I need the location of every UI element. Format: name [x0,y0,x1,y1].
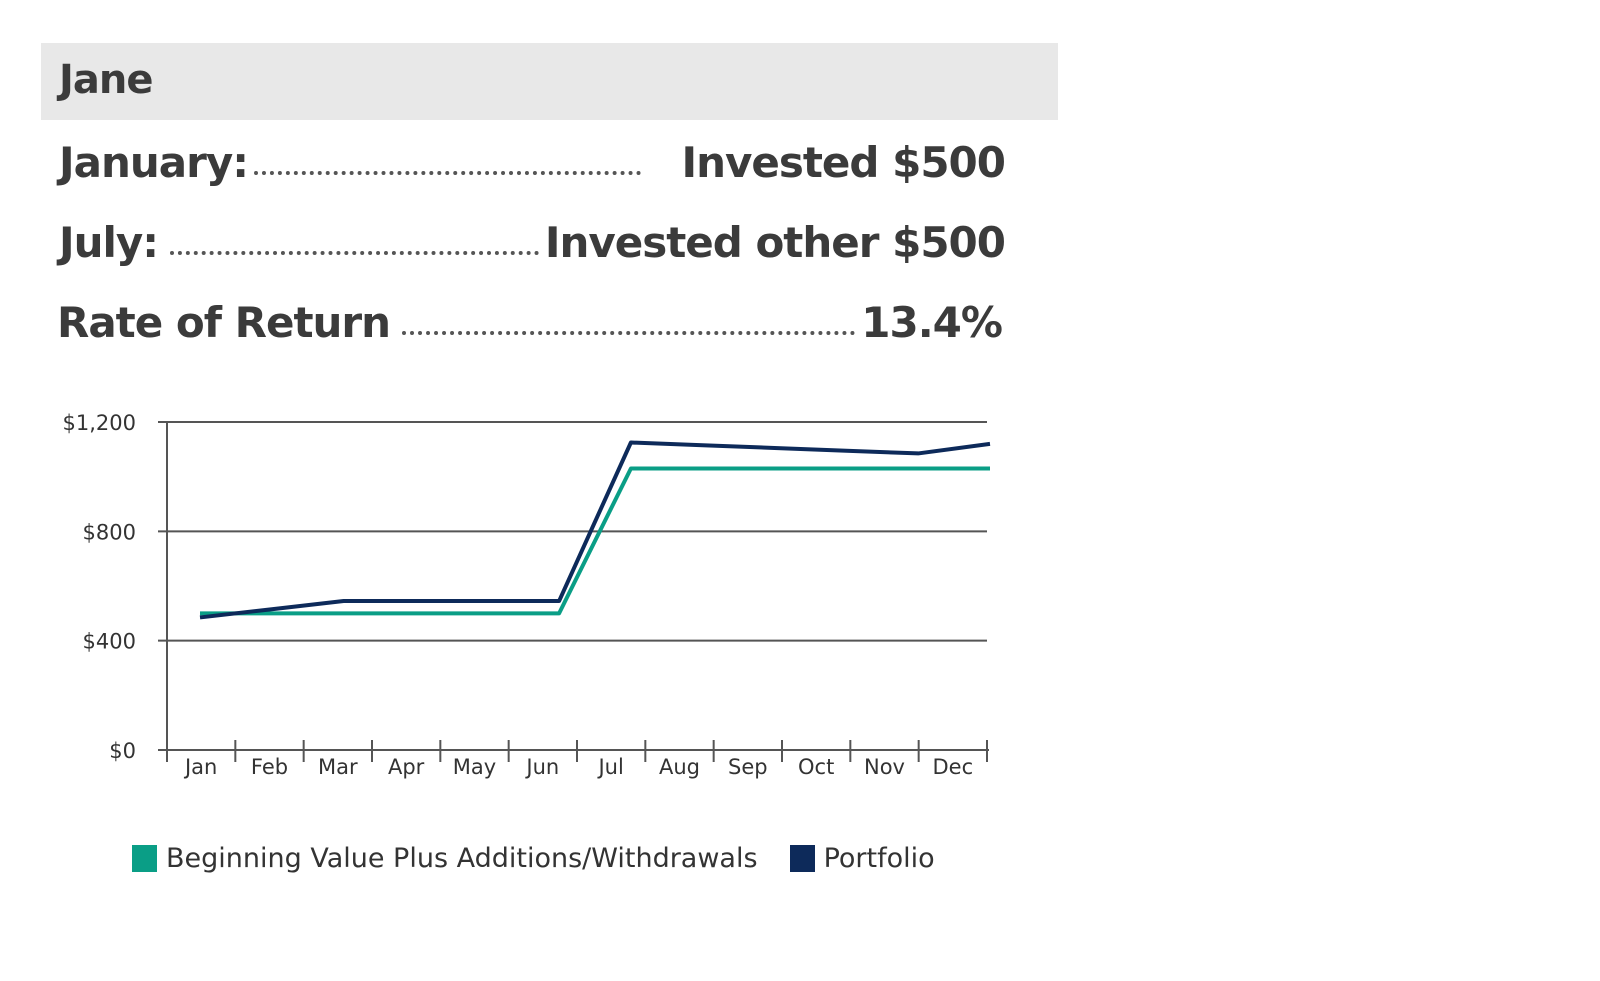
x-tick-label: Jul [596,755,623,779]
x-tick-label: Feb [251,755,288,779]
x-tick-label: Sep [728,755,768,779]
person-name: Jane [59,57,153,103]
x-tick-label: Mar [318,755,358,779]
x-tick-label: May [453,755,496,779]
dot-leader [402,331,856,335]
legend-swatch-green [132,845,157,872]
x-tick-label: Dec [933,755,974,779]
x-tick-label: Jan [183,755,217,779]
legend-label: Portfolio [823,843,935,874]
series-line-portfolio [199,440,991,620]
row-value: Invested other $500 [544,218,1006,267]
row-label: Rate of Return [57,298,391,347]
y-tick-label: $400 [83,630,136,654]
row-january: January: Invested $500 [59,138,1006,187]
series-line-beginning-value [200,466,990,616]
row-rate-of-return: Rate of Return 13.4% [57,298,1003,347]
y-tick-label: $800 [83,520,136,544]
legend: Beginning Value Plus Additions/Withdrawa… [132,843,935,874]
y-tick-label: $1,200 [63,411,136,435]
x-tick-label: Oct [798,755,834,779]
row-label: July: [59,218,159,267]
dot-leader [170,251,539,255]
x-tick-label: Aug [659,755,700,779]
legend-swatch-navy [789,845,815,872]
legend-label: Beginning Value Plus Additions/Withdrawa… [166,843,758,874]
row-value: Invested $500 [681,138,1006,187]
row-july: July: Invested other $500 [59,218,1006,267]
x-tick-label: Jun [524,755,559,779]
dot-leader [254,171,642,175]
x-tick-label: Apr [388,755,425,779]
x-tick-label: Nov [864,755,905,779]
y-tick-label: $0 [109,739,136,763]
row-label: January: [59,138,249,187]
header-bar: Jane [41,43,1058,120]
row-value: 13.4% [861,298,1003,347]
